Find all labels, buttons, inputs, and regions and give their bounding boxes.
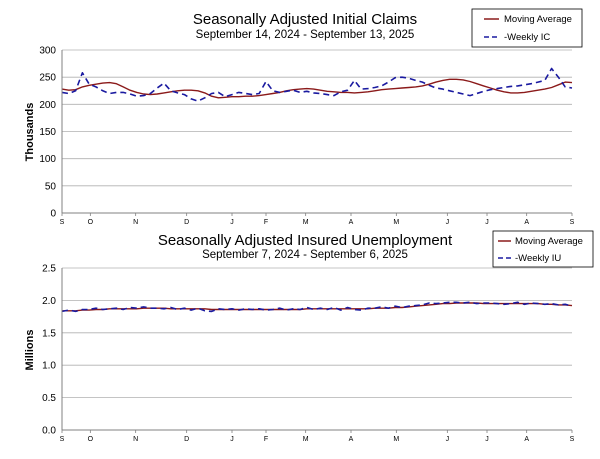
series-line-weekly <box>61 67 573 102</box>
x-tick-label: J <box>446 219 450 226</box>
legend: Moving Average -Weekly IU <box>492 230 594 268</box>
legend-label-moving-average: Moving Average <box>515 236 583 247</box>
x-tick-label: D <box>184 436 189 443</box>
axis-layer: 0.0 0.5 1.0 1.5 2.0 2.5 S O N D J F M A M J J A S <box>42 264 575 444</box>
x-tick-label: F <box>264 219 268 226</box>
legend-label-moving-average: Moving Average <box>504 14 572 25</box>
series-line-weekly <box>61 301 573 313</box>
chart-subtitle: September 7, 2024 - September 6, 2025 <box>202 249 408 261</box>
x-tick-label: A <box>524 219 529 226</box>
y-tick-label: 2.0 <box>42 296 56 307</box>
y-tick-label: 0.5 <box>42 393 56 404</box>
x-tick-label: S <box>60 219 65 226</box>
y-axis-label: Millions <box>24 330 36 371</box>
x-tick-label: M <box>393 219 399 226</box>
initial-claims-chart: Seasonally Adjusted Initial Claims Septe… <box>24 8 583 227</box>
legend: Moving Average -Weekly IC <box>471 8 583 48</box>
x-tick-label: M <box>303 219 309 226</box>
y-tick-label: 1.0 <box>42 361 56 372</box>
chart-subtitle: September 14, 2024 - September 13, 2025 <box>196 29 415 41</box>
y-tick-label: 200 <box>39 100 56 111</box>
x-tick-label: O <box>88 219 94 226</box>
series-layer <box>61 67 573 102</box>
y-tick-label: 0 <box>50 209 56 220</box>
series-line-moving-average <box>61 78 573 99</box>
x-tick-label: N <box>133 219 138 226</box>
x-tick-label: J <box>446 436 450 443</box>
axis-layer: 0 50 100 150 200 250 300 S O N D J F M A M J J A S <box>39 46 574 227</box>
legend-label-weekly: -Weekly IU <box>515 253 561 264</box>
grid-layer <box>62 267 572 399</box>
x-tick-label: J <box>230 219 234 226</box>
x-tick-label: M <box>303 436 309 443</box>
x-tick-label: A <box>349 436 354 443</box>
x-tick-label: N <box>133 436 138 443</box>
x-tick-label: S <box>570 219 575 226</box>
x-tick-label: M <box>393 436 399 443</box>
x-tick-label: D <box>184 219 189 226</box>
y-tick-label: 0.0 <box>42 426 56 437</box>
y-axis-label: Thousands <box>24 103 36 162</box>
chart-title: Seasonally Adjusted Initial Claims <box>193 11 417 28</box>
x-tick-label: J <box>485 219 489 226</box>
x-tick-label: J <box>485 436 489 443</box>
x-tick-label: S <box>60 436 65 443</box>
legend-label-weekly: -Weekly IC <box>504 32 550 43</box>
y-tick-label: 300 <box>39 46 56 57</box>
x-tick-label: F <box>264 436 268 443</box>
x-tick-label: A <box>524 436 529 443</box>
y-tick-label: 2.5 <box>42 264 56 275</box>
series-layer <box>61 301 573 313</box>
y-tick-label: 250 <box>39 73 56 84</box>
y-tick-label: 1.5 <box>42 328 56 339</box>
legend-box <box>471 8 583 48</box>
legend-box <box>492 230 594 268</box>
x-tick-label: O <box>88 436 94 443</box>
x-tick-label: J <box>230 436 234 443</box>
y-tick-label: 150 <box>39 127 56 138</box>
chart-title: Seasonally Adjusted Insured Unemployment <box>158 232 453 249</box>
x-tick-label: A <box>349 219 354 226</box>
x-tick-label: S <box>570 436 575 443</box>
y-tick-label: 50 <box>45 181 57 192</box>
y-tick-label: 100 <box>39 154 56 165</box>
insured-unemployment-chart: Seasonally Adjusted Insured Unemployment… <box>24 230 594 444</box>
grid-layer <box>62 49 572 187</box>
